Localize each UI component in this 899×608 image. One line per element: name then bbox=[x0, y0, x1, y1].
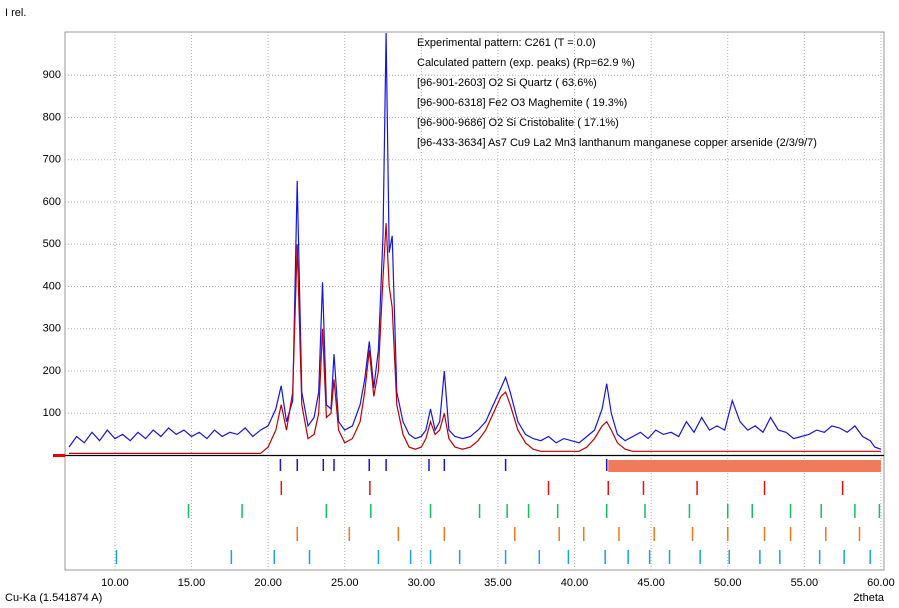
y-tick-label: 500 bbox=[43, 238, 61, 250]
legend-entry: [96-900-9686] O2 Si Cristobalite ( 17.1%… bbox=[417, 117, 619, 129]
y-axis-label: I rel. bbox=[5, 7, 26, 19]
y-tick-label: 200 bbox=[43, 365, 61, 377]
pattern-line bbox=[68, 32, 882, 450]
x-tick-label: 15.00 bbox=[178, 577, 206, 589]
excluded-range bbox=[608, 460, 881, 472]
x-tick-label: 35.00 bbox=[484, 577, 512, 589]
pattern-line bbox=[69, 223, 881, 454]
legend-entry: [96-901-2603] O2 Si Quartz ( 63.6%) bbox=[417, 77, 597, 89]
x-tick-label: 20.00 bbox=[254, 577, 282, 589]
plot-frame bbox=[64, 31, 885, 571]
x-tick-label: 55.00 bbox=[791, 577, 819, 589]
legend-entry: [96-900-6318] Fe2 O3 Maghemite ( 19.3%) bbox=[417, 97, 627, 109]
legend-entry: Calculated pattern (exp. peaks) (Rp=62.9… bbox=[417, 57, 635, 69]
y-tick-label: 100 bbox=[43, 407, 61, 419]
wavelength-note: Cu-Ka (1.541874 A) bbox=[5, 592, 102, 604]
x-tick-label: 30.00 bbox=[408, 577, 436, 589]
x-tick-label: 50.00 bbox=[714, 577, 742, 589]
x-tick-label: 10.00 bbox=[101, 577, 129, 589]
x-tick-label: 60.00 bbox=[867, 577, 895, 589]
y-tick-label: 600 bbox=[43, 196, 61, 208]
legend-entry: [96-433-3634] As7 Cu9 La2 Mn3 lanthanum … bbox=[417, 137, 817, 149]
y-tick-label: 400 bbox=[43, 280, 61, 292]
x-tick-label: 45.00 bbox=[637, 577, 665, 589]
y-tick-label: 800 bbox=[43, 111, 61, 123]
x-tick-label: 40.00 bbox=[561, 577, 589, 589]
x-axis-label: 2theta bbox=[853, 592, 884, 604]
x-tick-label: 25.00 bbox=[331, 577, 359, 589]
y-tick-label: 900 bbox=[43, 69, 61, 81]
y-tick-label: 700 bbox=[43, 154, 61, 166]
legend-entry: Experimental pattern: C261 (T = 0.0) bbox=[417, 37, 596, 49]
y-tick-label: 300 bbox=[43, 323, 61, 335]
